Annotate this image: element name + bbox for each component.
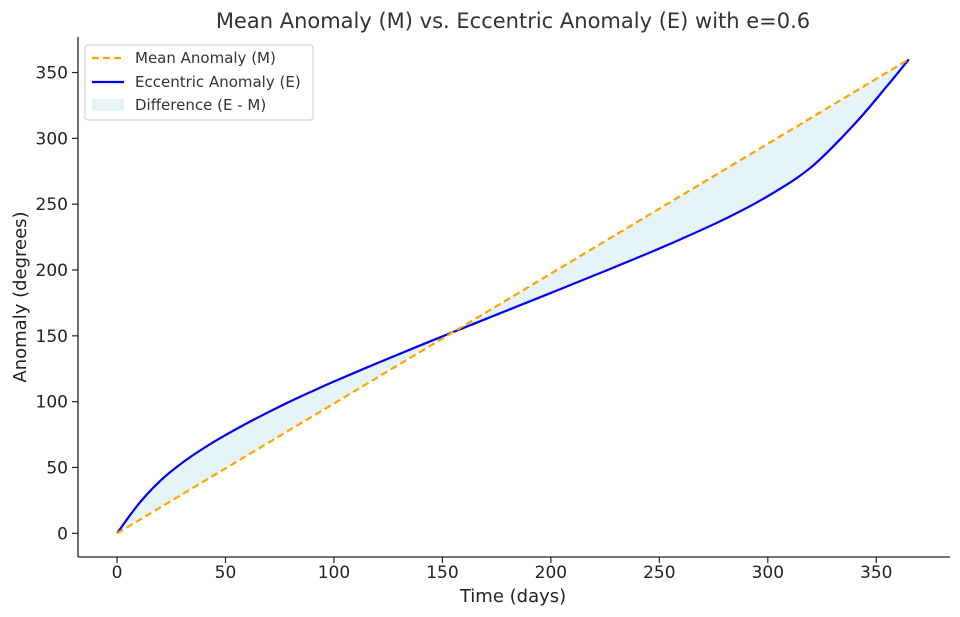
x-tick-label: 350 <box>860 563 892 583</box>
legend-label-difference: Difference (E - M) <box>135 96 266 114</box>
legend: Mean Anomaly (M) Eccentric Anomaly (E) D… <box>84 44 314 121</box>
x-tick-label: 200 <box>535 563 567 583</box>
x-tick-label: 0 <box>112 563 123 583</box>
y-tick-label: 250 <box>36 195 68 215</box>
difference-fill-area <box>117 59 909 534</box>
x-tick-label: 100 <box>318 563 350 583</box>
y-tick-label: 100 <box>36 393 68 413</box>
y-tick-label: 200 <box>36 261 68 281</box>
x-tick-label: 300 <box>752 563 784 583</box>
y-tick-label: 300 <box>36 129 68 149</box>
y-tick-label: 0 <box>57 524 68 544</box>
y-tick-label: 350 <box>36 64 68 84</box>
plot-area <box>116 58 910 535</box>
x-tick-label: 50 <box>215 563 237 583</box>
y-axis-label: Anomaly (degrees) <box>10 211 31 382</box>
legend-frame <box>84 44 314 121</box>
x-tick-label: 250 <box>643 563 675 583</box>
legend-label-eccentric-anomaly: Eccentric Anomaly (E) <box>135 73 301 91</box>
legend-swatch-difference <box>92 99 124 111</box>
legend-label-mean-anomaly: Mean Anomaly (M) <box>135 49 276 67</box>
y-tick-label: 50 <box>46 458 68 478</box>
y-tick-label: 150 <box>36 327 68 347</box>
y-axis-ticks: 0 50 100 150 200 250 300 350 <box>36 64 78 544</box>
chart-title: Mean Anomaly (M) vs. Eccentric Anomaly (… <box>216 9 810 33</box>
x-tick-label: 150 <box>426 563 458 583</box>
series-line-eccentric-anomaly <box>116 58 910 534</box>
x-axis-label: Time (days) <box>459 586 566 607</box>
x-axis-ticks: 0 50 100 150 200 250 300 350 <box>112 557 892 583</box>
series-line-mean-anomaly <box>116 58 910 535</box>
